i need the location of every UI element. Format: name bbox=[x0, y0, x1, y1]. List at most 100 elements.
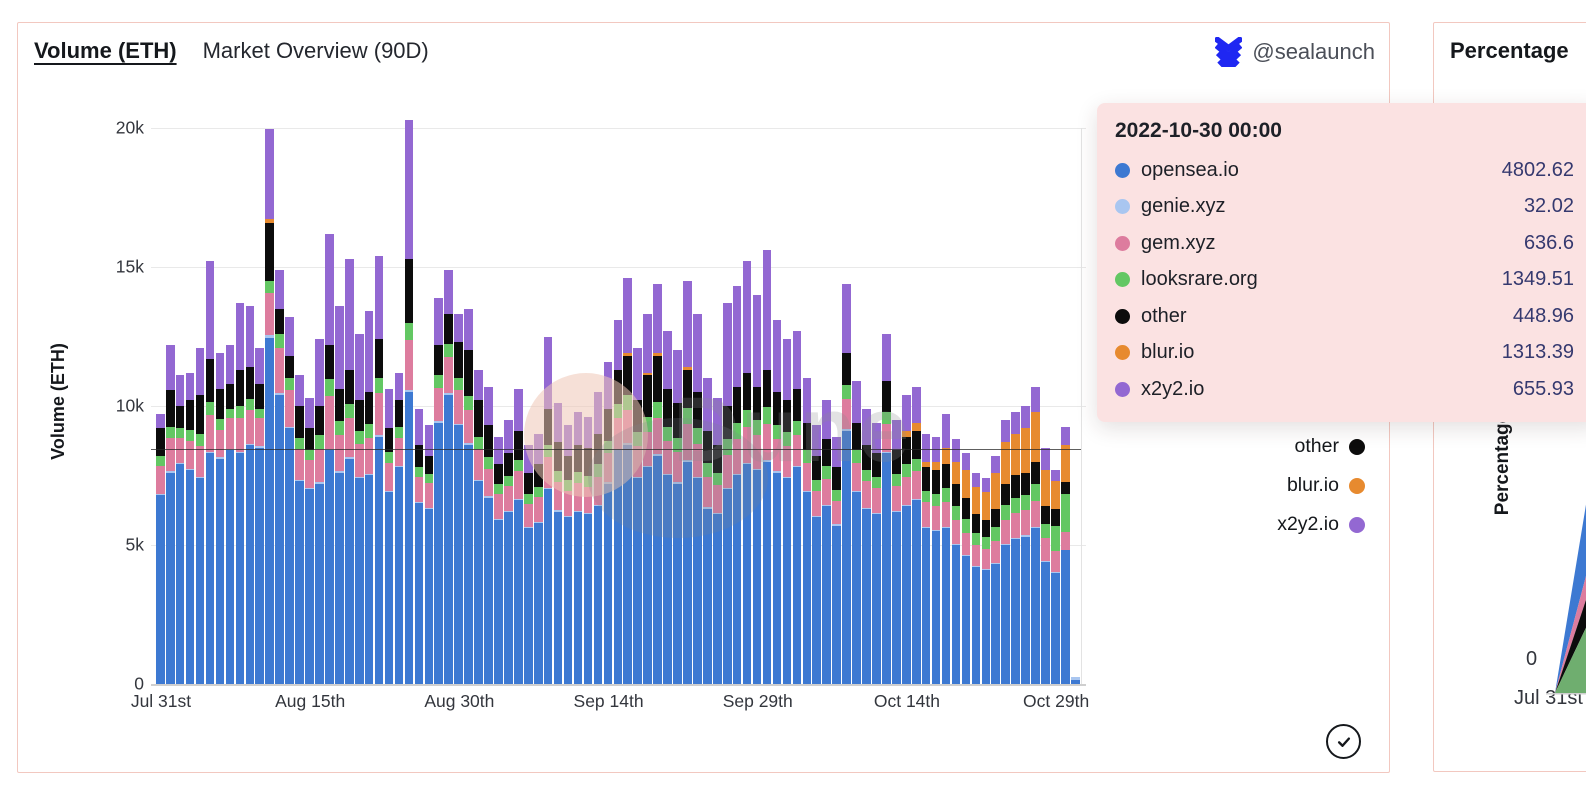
bar-segment-genie.xyz bbox=[931, 529, 941, 532]
bar-2022-08-08[interactable] bbox=[235, 303, 245, 684]
bar-2022-10-26[interactable] bbox=[1021, 406, 1030, 684]
bar-2022-10-12[interactable] bbox=[882, 333, 891, 684]
bar-2022-08-11[interactable] bbox=[265, 128, 274, 684]
bar-2022-09-22[interactable] bbox=[683, 280, 692, 684]
bar-2022-08-26[interactable] bbox=[414, 408, 424, 684]
bar-segment-other bbox=[1031, 461, 1040, 484]
bar-2022-09-04[interactable] bbox=[504, 419, 513, 684]
bar-2022-08-28[interactable] bbox=[434, 297, 444, 684]
bar-2022-09-19[interactable] bbox=[653, 283, 662, 684]
bar-2022-10-01[interactable] bbox=[772, 319, 782, 684]
bar-2022-10-08[interactable] bbox=[842, 283, 851, 684]
legend-item-other[interactable]: other bbox=[1225, 427, 1365, 466]
bar-2022-09-06[interactable] bbox=[524, 444, 533, 684]
bar-2022-10-24[interactable] bbox=[1001, 419, 1011, 684]
bar-2022-10-09[interactable] bbox=[852, 380, 861, 684]
bar-2022-09-28[interactable] bbox=[742, 261, 752, 684]
bar-2022-08-16[interactable] bbox=[315, 339, 324, 684]
bar-segment-gem.xyz bbox=[255, 418, 265, 447]
bar-2022-09-23[interactable] bbox=[693, 314, 702, 684]
bar-segment-x2y2.io bbox=[185, 372, 195, 401]
bar-2022-10-16[interactable] bbox=[921, 433, 931, 684]
bar-2022-08-07[interactable] bbox=[225, 344, 235, 684]
legend-item-blur.io[interactable]: blur.io bbox=[1225, 466, 1365, 505]
bar-2022-10-20[interactable] bbox=[961, 453, 971, 684]
bar-segment-opensea.io bbox=[852, 492, 861, 684]
bar-2022-09-03[interactable] bbox=[494, 436, 503, 684]
bar-2022-09-26[interactable] bbox=[722, 303, 732, 684]
done-check-button[interactable] bbox=[1326, 724, 1361, 759]
bar-2022-08-25[interactable] bbox=[404, 119, 414, 684]
bar-2022-10-29[interactable] bbox=[1051, 469, 1060, 684]
bar-2022-10-07[interactable] bbox=[832, 436, 841, 684]
bar-2022-08-19[interactable] bbox=[344, 258, 354, 684]
bar-2022-10-31[interactable] bbox=[1071, 677, 1080, 684]
bar-2022-09-20[interactable] bbox=[663, 330, 672, 684]
author-handle[interactable]: @sealaunch bbox=[1215, 37, 1375, 67]
bar-segment-x2y2.io bbox=[613, 319, 623, 370]
bar-2022-09-24[interactable] bbox=[703, 378, 712, 684]
bar-2022-09-02[interactable] bbox=[484, 386, 493, 684]
bar-2022-10-10[interactable] bbox=[862, 408, 871, 684]
bar-2022-08-22[interactable] bbox=[374, 255, 384, 684]
bar-segment-gem.xyz bbox=[414, 476, 424, 502]
bar-2022-10-02[interactable] bbox=[782, 339, 792, 684]
bar-2022-10-04[interactable] bbox=[802, 378, 812, 684]
bar-2022-09-25[interactable] bbox=[712, 397, 722, 684]
bar-2022-08-31[interactable] bbox=[464, 308, 473, 684]
bar-2022-08-21[interactable] bbox=[364, 311, 374, 684]
bar-2022-08-04[interactable] bbox=[195, 347, 205, 684]
bar-2022-08-05[interactable] bbox=[205, 261, 215, 684]
bar-2022-09-27[interactable] bbox=[732, 286, 742, 684]
bar-2022-08-23[interactable] bbox=[384, 389, 394, 684]
bar-2022-08-27[interactable] bbox=[424, 425, 434, 684]
bar-2022-08-17[interactable] bbox=[325, 233, 334, 684]
bar-2022-08-03[interactable] bbox=[185, 372, 195, 684]
bar-2022-09-30[interactable] bbox=[762, 250, 772, 684]
bar-segment-looksrare.org bbox=[971, 532, 981, 546]
bar-segment-opensea.io bbox=[1041, 561, 1050, 684]
bar-2022-08-18[interactable] bbox=[335, 305, 344, 684]
bar-2022-08-01[interactable] bbox=[165, 344, 175, 684]
bar-2022-10-11[interactable] bbox=[872, 422, 881, 684]
bar-2022-10-14[interactable] bbox=[901, 394, 911, 684]
bar-2022-08-24[interactable] bbox=[394, 372, 404, 684]
bar-2022-10-17[interactable] bbox=[931, 436, 941, 684]
bar-2022-08-14[interactable] bbox=[295, 375, 304, 684]
bar-2022-10-25[interactable] bbox=[1011, 411, 1020, 684]
bar-2022-08-15[interactable] bbox=[305, 397, 314, 684]
bar-segment-other bbox=[872, 453, 881, 478]
bar-2022-10-13[interactable] bbox=[892, 419, 901, 684]
legend-item-x2y2.io[interactable]: x2y2.io bbox=[1225, 505, 1365, 544]
bar-2022-08-13[interactable] bbox=[285, 317, 294, 684]
bar-2022-10-18[interactable] bbox=[941, 414, 951, 684]
bar-2022-09-29[interactable] bbox=[752, 294, 762, 684]
bar-2022-08-09[interactable] bbox=[245, 305, 255, 684]
bar-segment-other bbox=[732, 386, 742, 423]
bar-2022-10-15[interactable] bbox=[911, 386, 921, 684]
bar-2022-09-05[interactable] bbox=[514, 389, 523, 684]
bar-2022-08-20[interactable] bbox=[354, 333, 364, 684]
bar-2022-08-02[interactable] bbox=[175, 375, 185, 684]
bar-segment-looksrare.org bbox=[494, 484, 503, 494]
bar-2022-08-29[interactable] bbox=[444, 269, 454, 684]
bar-2022-10-28[interactable] bbox=[1041, 447, 1050, 684]
bar-2022-08-06[interactable] bbox=[215, 353, 225, 684]
bar-2022-10-22[interactable] bbox=[981, 478, 991, 684]
bar-2022-10-05[interactable] bbox=[812, 425, 822, 684]
bar-2022-10-27[interactable] bbox=[1031, 386, 1040, 684]
bar-2022-09-01[interactable] bbox=[474, 369, 483, 684]
bar-segment-x2y2.io bbox=[195, 347, 205, 395]
bar-2022-10-21[interactable] bbox=[971, 472, 981, 684]
bar-2022-07-31[interactable] bbox=[156, 414, 165, 684]
bar-2022-10-23[interactable] bbox=[991, 456, 1001, 684]
bar-2022-10-19[interactable] bbox=[951, 439, 961, 684]
bar-2022-08-12[interactable] bbox=[275, 269, 284, 684]
bar-2022-10-30[interactable] bbox=[1061, 427, 1070, 684]
bar-segment-other bbox=[374, 339, 384, 378]
bar-2022-10-06[interactable] bbox=[822, 400, 831, 684]
bar-2022-10-03[interactable] bbox=[792, 330, 802, 684]
bar-2022-09-21[interactable] bbox=[673, 350, 682, 684]
bar-2022-08-10[interactable] bbox=[255, 347, 265, 684]
bar-2022-08-30[interactable] bbox=[454, 314, 463, 684]
